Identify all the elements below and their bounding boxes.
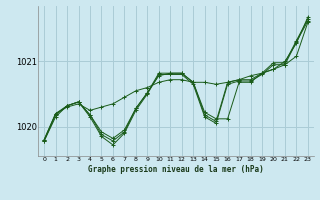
X-axis label: Graphe pression niveau de la mer (hPa): Graphe pression niveau de la mer (hPa): [88, 165, 264, 174]
